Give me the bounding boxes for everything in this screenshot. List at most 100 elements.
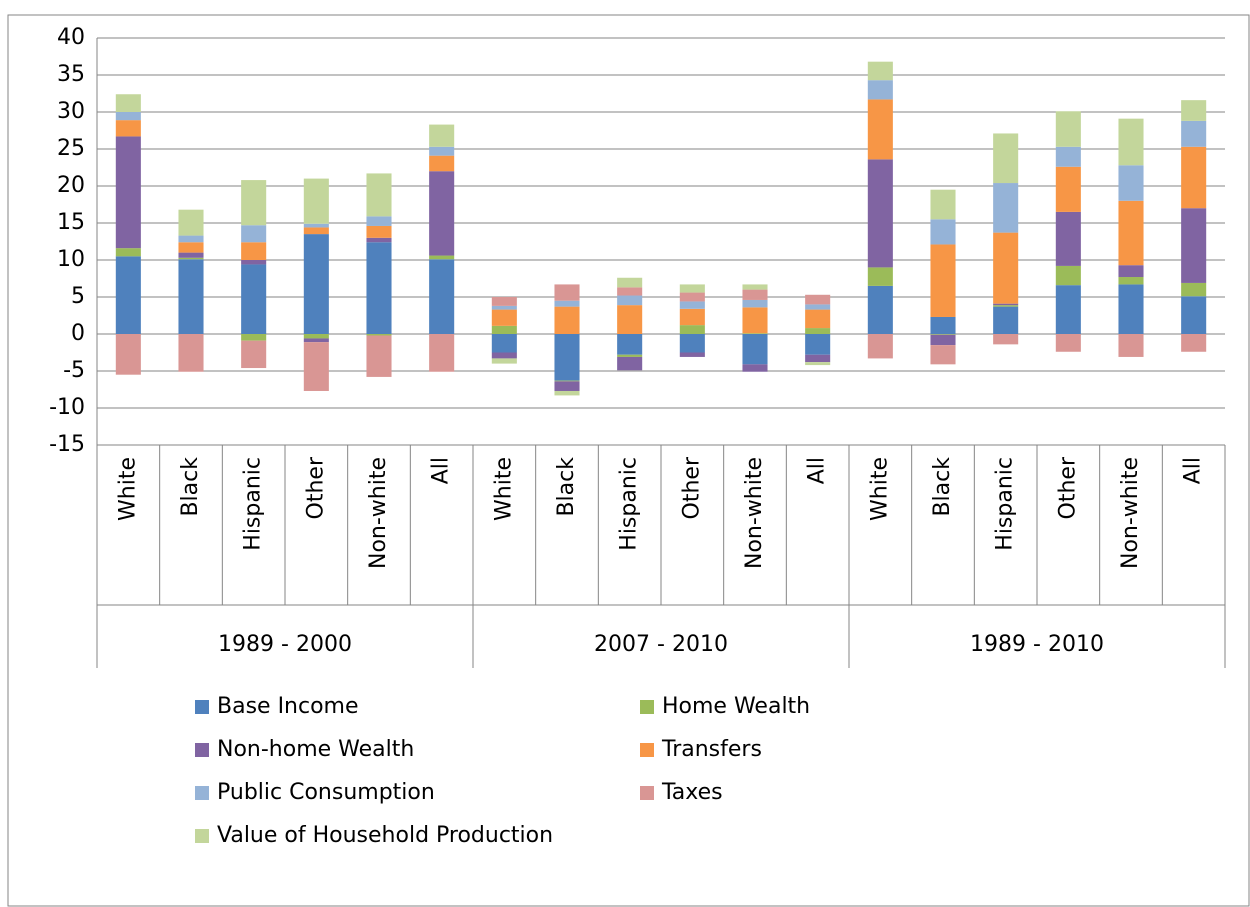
bar-segment: [617, 356, 643, 371]
bar-segment: [805, 328, 831, 334]
bar-segment: [805, 309, 831, 329]
legend-swatch: [195, 743, 209, 757]
bar-segment: [1055, 166, 1081, 212]
y-tick-label: 10: [57, 247, 85, 272]
x-tick-label: All: [805, 457, 830, 484]
bar-segment: [1118, 118, 1144, 166]
bar-segment: [1181, 146, 1207, 209]
bar-segment: [679, 308, 705, 326]
bar-segment: [1118, 165, 1144, 201]
bar-segment: [366, 216, 392, 226]
bar-segment: [930, 334, 956, 346]
bar-segment: [1118, 277, 1144, 285]
bar-segment: [1055, 111, 1081, 147]
bar-segment: [742, 334, 768, 365]
bar-segment: [805, 304, 831, 310]
x-tick-label: All: [1181, 457, 1206, 484]
legend-swatch: [195, 700, 209, 714]
y-tick-label: 0: [71, 321, 85, 346]
bar-segment: [1055, 146, 1081, 167]
bar-segment: [930, 244, 956, 317]
bar-segment: [241, 340, 267, 369]
y-tick-label: -15: [49, 432, 85, 457]
x-tick-label: Non-white: [1118, 457, 1143, 569]
bar-segment: [742, 364, 768, 372]
bar-segment: [241, 180, 267, 226]
x-tick-label: Other: [303, 456, 328, 519]
bar-segment: [178, 334, 204, 372]
legend-label: Transfers: [661, 737, 762, 762]
x-tick-label: White: [115, 457, 140, 521]
bar-segment: [867, 61, 893, 81]
y-tick-label: 25: [57, 136, 85, 161]
bar-segment: [867, 99, 893, 160]
bar-segment: [115, 120, 141, 137]
bar-segment: [115, 334, 141, 375]
bar-segment: [1181, 120, 1207, 147]
bar-segment: [178, 235, 204, 243]
bar-segment: [679, 284, 705, 293]
bar-segment: [178, 252, 204, 258]
bar-segment: [491, 358, 517, 364]
y-tick-label: -10: [49, 395, 85, 420]
bar-segment: [554, 300, 580, 307]
bar-segment: [930, 334, 956, 335]
y-tick-label: -5: [63, 358, 85, 383]
legend-swatch: [195, 786, 209, 800]
bar-segment: [742, 299, 768, 308]
bar-segment: [1118, 334, 1144, 357]
bar-segment: [429, 146, 455, 156]
bar-segment: [617, 354, 643, 357]
bar-segment: [178, 257, 204, 260]
bar-segment: [1055, 265, 1081, 286]
bar-segment: [679, 292, 705, 302]
bar-segment: [930, 345, 956, 365]
bar-segment: [115, 112, 141, 121]
bar-segment: [1181, 334, 1207, 352]
bar-segment: [303, 227, 329, 235]
bar-segment: [366, 242, 392, 334]
legend-label: Value of Household Production: [217, 823, 553, 848]
bar-segment: [178, 242, 204, 253]
bar-segment: [429, 155, 455, 172]
bar-segment: [554, 381, 580, 391]
x-tick-label: Hispanic: [241, 457, 266, 551]
bar-segment: [742, 284, 768, 290]
bar-segment: [1181, 282, 1207, 297]
y-tick-label: 30: [57, 99, 85, 124]
x-tick-label: Hispanic: [617, 457, 642, 551]
bar-segment: [1181, 208, 1207, 283]
bar-segment: [366, 225, 392, 238]
bar-segment: [617, 334, 643, 355]
bar-segment: [930, 316, 956, 334]
bar-segment: [993, 306, 1019, 334]
bar-segment: [429, 255, 455, 260]
bar-segment: [1055, 211, 1081, 266]
bar-segment: [115, 248, 141, 257]
bar-segment: [617, 295, 643, 306]
legend-label: Taxes: [661, 780, 723, 805]
group-label: 1989 - 2000: [218, 632, 352, 657]
bar-segment: [742, 333, 768, 334]
legend-label: Home Wealth: [662, 694, 810, 719]
bar-segment: [366, 237, 392, 243]
legend-swatch: [640, 743, 654, 757]
y-tick-label: 35: [57, 62, 85, 87]
x-tick-label: Other: [1055, 456, 1080, 519]
chart-frame: [7, 14, 1250, 907]
bar-segment: [241, 264, 267, 334]
x-tick-label: Hispanic: [993, 457, 1018, 551]
bar-segment: [993, 303, 1019, 306]
bar-segment: [805, 294, 831, 305]
bar-segment: [679, 352, 705, 357]
bar-segment: [366, 335, 392, 377]
bar-segment: [491, 334, 517, 353]
bar-segment: [241, 260, 267, 265]
bar-segment: [303, 338, 329, 343]
legend-label: Base Income: [217, 694, 359, 719]
bar-segment: [241, 242, 267, 260]
bar-segment: [491, 309, 517, 326]
bar-segment: [491, 352, 517, 359]
bar-segment: [366, 173, 392, 217]
